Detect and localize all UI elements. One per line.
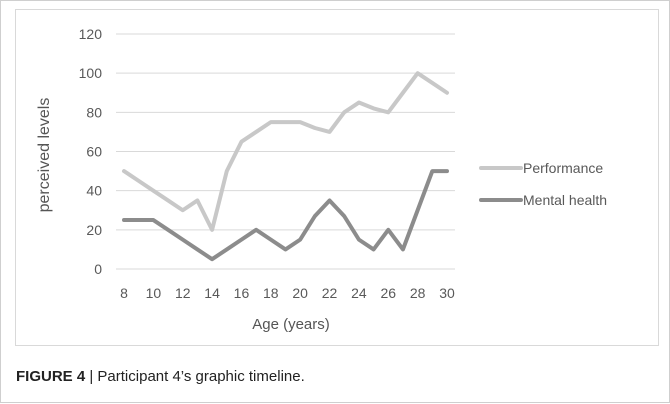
legend-label-1: Performance <box>523 160 603 176</box>
caption-separator: | <box>85 368 98 385</box>
x-tick-label: 28 <box>410 285 426 301</box>
chart-area <box>15 9 659 346</box>
x-tick-label: 12 <box>175 285 191 301</box>
y-tick-label: 40 <box>86 183 102 199</box>
legend-label-2: Mental health <box>523 192 607 208</box>
y-tick-label: 80 <box>86 104 102 120</box>
y-tick-label: 100 <box>79 65 103 81</box>
x-tick-label: 10 <box>146 285 162 301</box>
gridlines <box>116 33 455 270</box>
legend: Performance Mental health <box>479 160 607 208</box>
x-tick-label: 20 <box>292 285 308 301</box>
figure-caption: FIGURE 4 | Participant 4’s graphic timel… <box>16 368 305 385</box>
x-tick-label: 30 <box>439 285 455 301</box>
x-tick-labels: 8 10 12 14 16 18 20 22 24 26 28 30 <box>120 285 455 301</box>
series-lines <box>122 71 449 262</box>
x-tick-label: 14 <box>204 285 220 301</box>
y-axis-label: perceived levels <box>36 98 53 213</box>
caption-text: Participant 4’s graphic timeline. <box>97 368 305 385</box>
y-tick-labels: 0 20 40 60 80 100 120 <box>79 26 103 277</box>
series-line-2 <box>122 169 449 262</box>
x-tick-label: 24 <box>351 285 367 301</box>
x-tick-label: 18 <box>263 285 279 301</box>
y-tick-label: 60 <box>86 144 102 160</box>
series-line-1 <box>122 71 449 232</box>
x-tick-label: 22 <box>322 285 338 301</box>
y-tick-label: 120 <box>79 26 103 42</box>
y-tick-label: 0 <box>94 261 102 277</box>
x-tick-label: 16 <box>234 285 250 301</box>
x-axis-label: Age (years) <box>252 316 330 333</box>
x-tick-label: 26 <box>380 285 396 301</box>
x-tick-label: 8 <box>120 285 128 301</box>
caption-label: FIGURE 4 <box>16 368 86 385</box>
y-tick-label: 20 <box>86 222 102 238</box>
